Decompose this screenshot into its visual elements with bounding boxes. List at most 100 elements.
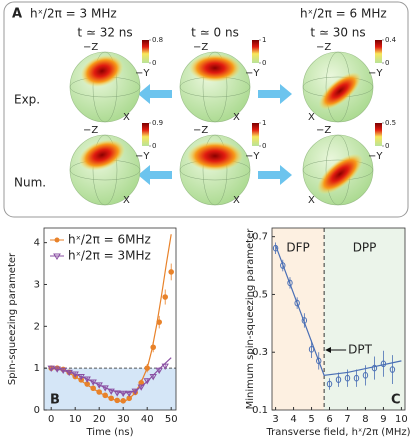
marker <box>326 380 333 388</box>
marker <box>53 366 61 373</box>
x-tick-label: 20 <box>93 414 106 425</box>
heat-blob <box>80 55 124 87</box>
y-tick-label: 4 <box>34 238 40 249</box>
marker <box>131 388 139 395</box>
marker <box>47 365 55 372</box>
marker <box>272 244 279 252</box>
colorbar-label: 0 <box>152 59 156 67</box>
y-tick-label: 2 <box>34 321 40 332</box>
marker <box>353 374 360 382</box>
panel-label: C <box>391 393 401 408</box>
marker <box>144 365 150 371</box>
x-tick-label: 30 <box>117 414 130 425</box>
y-tick-label: 0 <box>34 405 40 416</box>
colorbar-label: 0 <box>385 59 389 67</box>
marker <box>77 374 85 381</box>
spheres: −Z −Y X 0 0.8 −Z −Y X 0 1 −Z −Y X 0 0.4 −Z −Y X 0 0.9 −Z −Y X 0… <box>69 36 397 206</box>
marker <box>155 367 163 375</box>
plot-frame <box>271 227 406 411</box>
arrow <box>258 84 292 104</box>
arrows <box>138 84 292 185</box>
legend-label: hˣ/2π = 3MHz <box>68 249 151 263</box>
marker <box>101 385 109 392</box>
colorbar-label: 1 <box>262 119 266 127</box>
y-tick-label: 0.7 <box>252 232 268 243</box>
x-tick-label: 0 <box>48 414 54 425</box>
x-tick-label: 40 <box>141 414 154 425</box>
axis-label: −Y <box>368 68 383 79</box>
marker <box>125 390 133 398</box>
marker <box>108 395 114 402</box>
heat-blob <box>78 139 126 171</box>
arrow <box>138 165 172 185</box>
axis-label: −Z <box>83 125 98 136</box>
marker <box>89 379 97 386</box>
marker <box>96 389 102 395</box>
axis-label: −Y <box>135 151 150 162</box>
time-label: t ≃ 0 ns <box>191 26 239 40</box>
y-tick-label: 0.5 <box>252 289 268 300</box>
colorbar-label: 0 <box>152 142 156 150</box>
axis-label: −Z <box>83 42 98 53</box>
colorbar-label: 0 <box>385 142 389 150</box>
colorbar-label: 0 <box>262 59 266 67</box>
annotation: DPT <box>348 343 372 357</box>
legend-marker <box>53 253 61 260</box>
field-title: hˣ/2π = 3 MHz <box>30 7 117 21</box>
x-tick-label: 8 <box>362 414 368 425</box>
marker <box>162 294 168 300</box>
x-tick-label: 10 <box>395 414 408 425</box>
x-tick-label: 6 <box>326 414 332 425</box>
axis-label: −Y <box>135 68 150 79</box>
colorbar-label: 0.5 <box>385 119 396 127</box>
axis-label: −Y <box>368 151 383 162</box>
x-tick-label: 50 <box>165 414 178 425</box>
marker <box>168 269 174 275</box>
marker <box>83 376 91 383</box>
x-tick-label: 10 <box>69 414 82 425</box>
meridian <box>92 51 118 123</box>
marker <box>137 384 145 391</box>
axis-label: −Z <box>316 42 331 53</box>
region-label: DPP <box>353 241 377 255</box>
axis-label: X <box>233 112 240 123</box>
marker <box>59 367 67 375</box>
marker <box>119 390 127 398</box>
marker <box>316 357 322 365</box>
y-tick-label: 0.3 <box>252 347 268 358</box>
marker <box>335 376 342 383</box>
marker <box>149 374 157 381</box>
time-label: t ≃ 30 ns <box>310 26 365 40</box>
marker <box>65 369 73 377</box>
marker <box>120 397 126 404</box>
colorbar <box>142 123 149 146</box>
marker <box>344 374 351 382</box>
colorbar-label: 0.9 <box>152 119 163 127</box>
x-axis-label: Time (ns) <box>85 427 133 438</box>
axis-label: −Y <box>245 68 260 79</box>
field-title: hˣ/2π = 6 MHz <box>300 7 387 21</box>
panel-label: B <box>50 393 60 408</box>
heat-blob <box>189 54 241 82</box>
axis-label: −Z <box>316 125 331 136</box>
axis-label: X <box>123 112 130 123</box>
marker <box>107 388 115 395</box>
marker <box>95 382 103 389</box>
time-label: t ≃ 32 ns <box>77 26 132 40</box>
marker <box>113 390 121 397</box>
colorbar <box>375 123 382 146</box>
marker <box>102 392 108 399</box>
marker <box>371 364 378 372</box>
axis-label: X <box>308 112 315 123</box>
row-label: Num. <box>14 176 46 190</box>
y-axis-label: Minimum spin-squeezing parameter <box>245 228 256 410</box>
axis-label: X <box>233 195 240 206</box>
colorbar <box>252 123 259 146</box>
heat-blob <box>318 72 362 110</box>
heat-blob <box>317 153 363 195</box>
panel-label: A <box>12 7 22 22</box>
y-axis-label: Spin-squeezing parameter <box>7 252 18 385</box>
colorbar <box>375 40 382 63</box>
